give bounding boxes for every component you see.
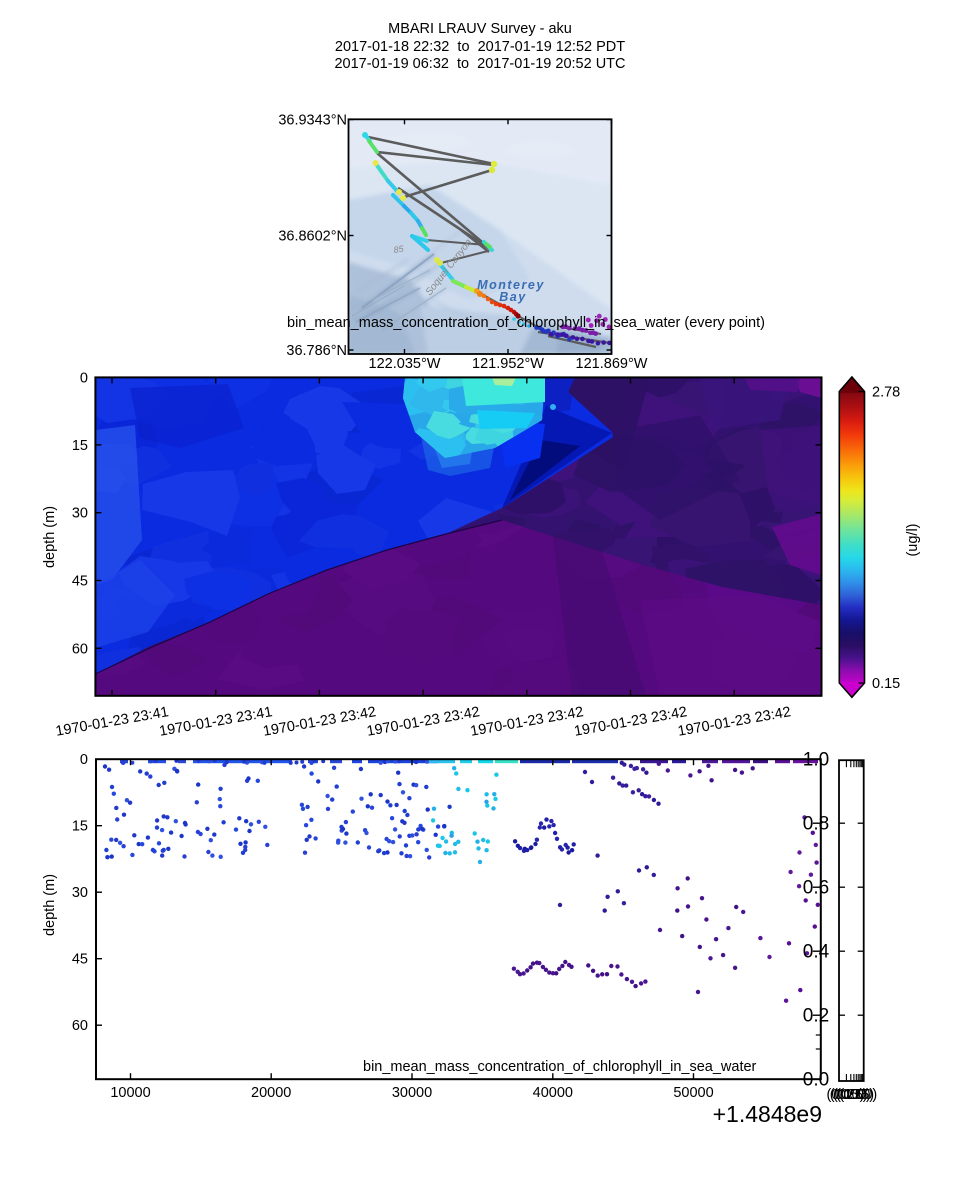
svg-text:30000: 30000 bbox=[392, 1085, 432, 1101]
svg-text:1970-01-23 23:42: 1970-01-23 23:42 bbox=[677, 704, 793, 740]
svg-text:bin_mean_mass_concentration_of: bin_mean_mass_concentration_of_chlorophy… bbox=[287, 315, 765, 331]
svg-text:Monterey: Monterey bbox=[477, 278, 545, 292]
svg-text:bin_mean_mass_concentration_of: bin_mean_mass_concentration_of_chlorophy… bbox=[363, 1059, 757, 1075]
svg-text:45: 45 bbox=[72, 952, 88, 968]
svg-text:36.786°N: 36.786°N bbox=[286, 343, 347, 359]
svg-text:20000: 20000 bbox=[251, 1085, 291, 1101]
svg-text:MBARI LRAUV Survey - aku: MBARI LRAUV Survey - aku bbox=[388, 21, 572, 37]
svg-text:0.0: 0.0 bbox=[803, 1070, 829, 1091]
svg-text:1970-01-23 23:42: 1970-01-23 23:42 bbox=[573, 704, 689, 740]
svg-text:122.035°W: 122.035°W bbox=[369, 356, 441, 372]
svg-text:36.9343°N: 36.9343°N bbox=[278, 113, 347, 129]
svg-text:85: 85 bbox=[393, 244, 405, 255]
svg-text:2017-01-18 22:32 to 2017-01-: 2017-01-18 22:32 to 2017-01-19 12:52 PDT bbox=[335, 39, 625, 55]
svg-text:0: 0 bbox=[80, 370, 88, 386]
svg-text:(0.25): (0.25) bbox=[830, 1087, 868, 1103]
svg-text:1970-01-23 23:41: 1970-01-23 23:41 bbox=[158, 704, 274, 740]
svg-text:45: 45 bbox=[72, 574, 88, 590]
svg-text:(0.00): (0.00) bbox=[827, 1087, 865, 1103]
svg-text:50000: 50000 bbox=[673, 1085, 713, 1101]
svg-text:1970-01-23 23:42: 1970-01-23 23:42 bbox=[262, 704, 378, 740]
svg-text:10000: 10000 bbox=[110, 1085, 150, 1101]
svg-text:15: 15 bbox=[72, 819, 88, 835]
svg-text:121.869°W: 121.869°W bbox=[576, 356, 648, 372]
svg-text:60: 60 bbox=[72, 641, 88, 657]
svg-text:60: 60 bbox=[72, 1018, 88, 1034]
svg-text:1970-01-23 23:42: 1970-01-23 23:42 bbox=[366, 704, 482, 740]
svg-text:Bay: Bay bbox=[499, 290, 526, 304]
svg-text:1970-01-23 23:42: 1970-01-23 23:42 bbox=[469, 704, 585, 740]
svg-text:(ug/l): (ug/l) bbox=[905, 523, 921, 556]
svg-text:depth (m): depth (m) bbox=[42, 506, 58, 568]
svg-text:1970-01-23 23:41: 1970-01-23 23:41 bbox=[54, 704, 170, 740]
svg-text:0.15: 0.15 bbox=[872, 676, 900, 692]
svg-text:36.8602°N: 36.8602°N bbox=[278, 229, 347, 245]
svg-text:2017-01-19 06:32 to 2017-01-: 2017-01-19 06:32 to 2017-01-19 20:52 UTC bbox=[334, 56, 625, 72]
svg-text:(0.75): (0.75) bbox=[836, 1087, 874, 1103]
svg-text:2.78: 2.78 bbox=[872, 385, 900, 401]
svg-text:+1.4848e9: +1.4848e9 bbox=[713, 1101, 822, 1127]
svg-text:40000: 40000 bbox=[533, 1085, 573, 1101]
svg-text:15: 15 bbox=[72, 438, 88, 454]
svg-text:0.6: 0.6 bbox=[803, 878, 829, 899]
svg-text:30: 30 bbox=[72, 506, 88, 522]
svg-text:depth (m): depth (m) bbox=[42, 874, 58, 936]
svg-text:0.4: 0.4 bbox=[803, 942, 830, 963]
svg-text:(1.00): (1.00) bbox=[839, 1087, 877, 1103]
svg-text:0.2: 0.2 bbox=[803, 1006, 829, 1027]
svg-text:0: 0 bbox=[80, 752, 88, 768]
svg-text:1.0: 1.0 bbox=[803, 750, 829, 771]
svg-text:30: 30 bbox=[72, 885, 88, 901]
svg-text:121.952°W: 121.952°W bbox=[472, 356, 544, 372]
svg-text:(0.50): (0.50) bbox=[833, 1087, 871, 1103]
svg-text:0.8: 0.8 bbox=[803, 814, 829, 835]
